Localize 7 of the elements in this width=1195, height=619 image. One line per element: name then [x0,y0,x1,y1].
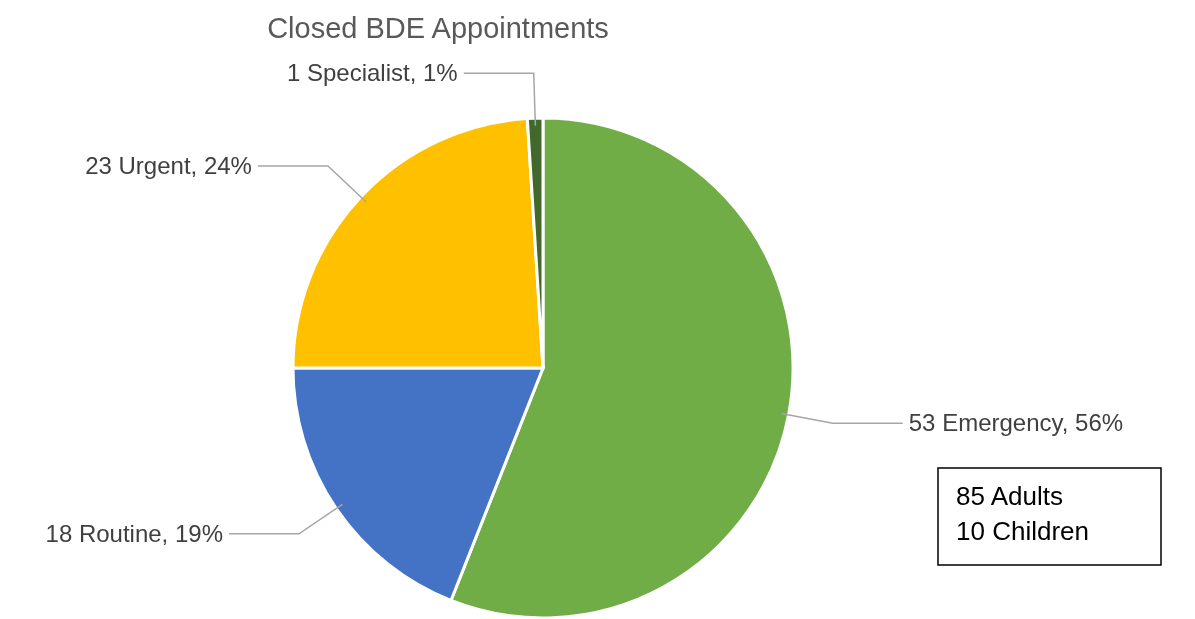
slice-label: 1 Specialist, 1% [286,59,458,87]
text: 10 Children [956,516,1089,546]
slice-label: 23 Urgent, 24% [85,152,252,180]
slice-label: 18 Routine, 19% [45,519,224,547]
text: 85 Adults [956,481,1063,511]
slice-label: 53 Emergency, 56% [908,409,1124,437]
chart-title: Closed BDE Appointments [267,12,609,44]
